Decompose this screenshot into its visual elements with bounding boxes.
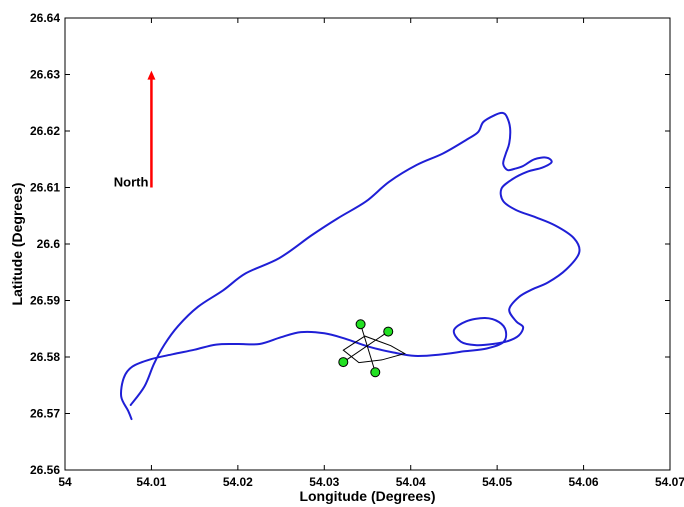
y-tick-label: 26.57	[30, 407, 60, 421]
y-tick-label: 26.63	[30, 68, 60, 82]
y-tick-label: 26.59	[30, 294, 60, 308]
marker-link	[343, 331, 389, 363]
y-tick-label: 26.58	[30, 350, 60, 364]
buoy-marker	[338, 357, 349, 368]
marker-link	[360, 324, 376, 373]
x-tick-label: 54.03	[309, 475, 339, 489]
y-axis-label: Latitude (Degrees)	[9, 183, 25, 306]
y-tick-label: 26.56	[30, 463, 60, 477]
x-tick-label: 54.01	[136, 475, 166, 489]
chart-marks	[120, 70, 581, 421]
x-tick-label: 54.05	[482, 475, 512, 489]
north-label: North	[114, 175, 149, 190]
buoy-marker	[355, 319, 366, 330]
buoy-marker	[383, 326, 394, 337]
y-tick-label: 26.61	[30, 181, 60, 195]
plot-frame	[64, 17, 671, 471]
axis-ticks: 54 54.01 54.02 54.03 54.04 54.05 54.06 54.07 26.…	[30, 11, 684, 489]
north-arrow-head	[147, 70, 156, 80]
y-tick-label: 26.6	[37, 237, 61, 251]
x-axis-label: Longitude (Degrees)	[299, 488, 435, 504]
x-tick-label: 54.02	[223, 475, 253, 489]
buoy-marker	[370, 367, 381, 378]
vessel-outline	[342, 335, 406, 364]
plot-area	[64, 17, 671, 471]
track-line	[120, 111, 581, 421]
x-tick-label: 54.06	[569, 475, 599, 489]
y-tick-label: 26.62	[30, 124, 60, 138]
x-tick-label: 54.07	[655, 475, 684, 489]
y-tick-label: 26.64	[30, 11, 60, 25]
x-tick-label: 54	[58, 475, 72, 489]
x-tick-label: 54.04	[396, 475, 426, 489]
